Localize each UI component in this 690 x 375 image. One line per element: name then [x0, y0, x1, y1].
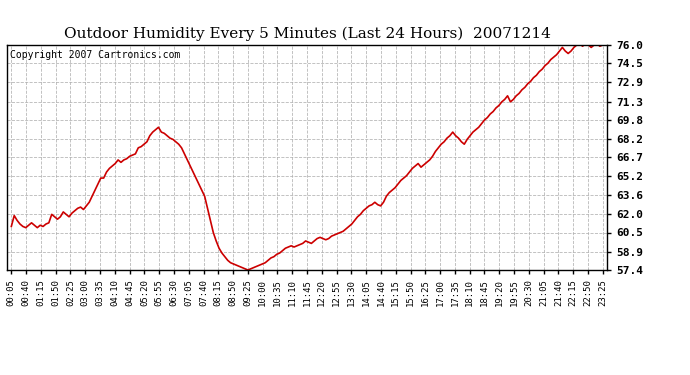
Title: Outdoor Humidity Every 5 Minutes (Last 24 Hours)  20071214: Outdoor Humidity Every 5 Minutes (Last 2…	[63, 27, 551, 41]
Text: Copyright 2007 Cartronics.com: Copyright 2007 Cartronics.com	[10, 50, 180, 60]
